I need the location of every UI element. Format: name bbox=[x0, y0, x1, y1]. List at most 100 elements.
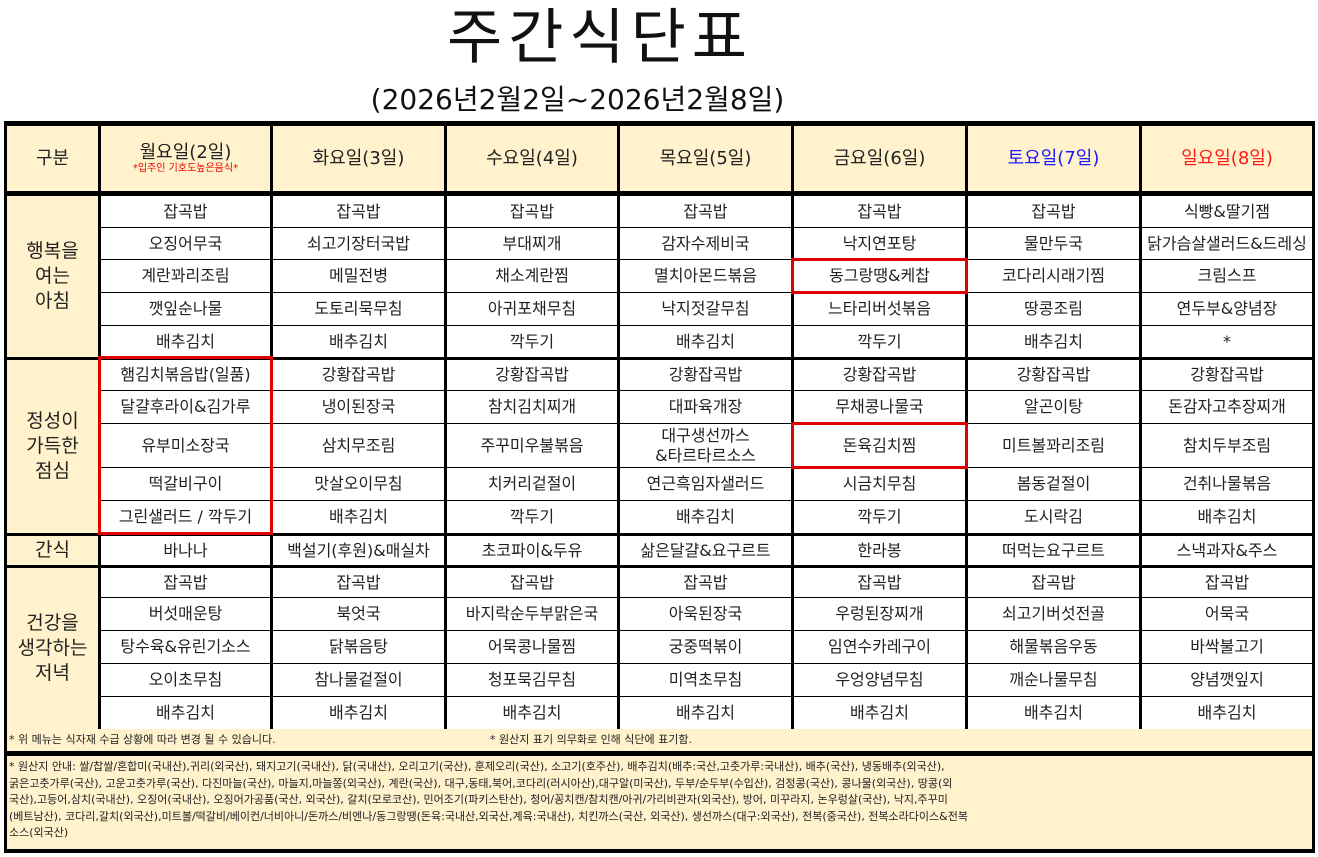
origin-line: 소스(외국산) bbox=[9, 826, 69, 839]
menu-item: 잡곡밥 bbox=[447, 568, 617, 597]
menu-item: 건취나물볶음 bbox=[1142, 468, 1312, 500]
menu-item: 깨순나물무침 bbox=[968, 664, 1139, 696]
menu-item: 궁중떡볶이 bbox=[620, 631, 791, 663]
menu-item: 배추김치 bbox=[620, 697, 791, 729]
menu-item: 주꾸미우불볶음 bbox=[447, 424, 617, 467]
day-note: *입주인 기호도높은음식* bbox=[132, 162, 239, 174]
menu-item: 깻잎순나물 bbox=[101, 293, 270, 325]
menu-item: 잡곡밥 bbox=[101, 568, 270, 597]
menu-item: 북엇국 bbox=[273, 598, 444, 630]
menu-item: 돈감자고추장찌개 bbox=[1142, 391, 1312, 423]
menu-item: 깍두기 bbox=[794, 326, 965, 357]
menu-item: 삼치무조림 bbox=[273, 424, 444, 467]
menu-item: 배추김치 bbox=[968, 326, 1139, 357]
menu-item: 시금치무침 bbox=[794, 468, 965, 500]
change-notice-bar: * 위 메뉴는 식자재 수급 상황에 따라 변경 될 수 있습니다. * 원산지… bbox=[4, 729, 1315, 753]
menu-item: 대파육개장 bbox=[620, 391, 791, 423]
menu-item: 잡곡밥 bbox=[968, 568, 1139, 597]
menu-item: 크림스프 bbox=[1142, 260, 1312, 292]
menu-item: 강황잡곡밥 bbox=[794, 360, 965, 390]
menu-item: 햄김치볶음밥(일품) bbox=[101, 360, 270, 390]
menu-item: 배추김치 bbox=[101, 697, 270, 729]
day-label: 토요일(7일) bbox=[1007, 147, 1100, 169]
meal-category: 행복을 여는 아침 bbox=[7, 196, 98, 357]
menu-item: 잡곡밥 bbox=[273, 568, 444, 597]
menu-item: 강황잡곡밥 bbox=[1142, 360, 1312, 390]
menu-item: 미역초무침 bbox=[620, 664, 791, 696]
menu-item: 물만두국 bbox=[968, 228, 1139, 259]
menu-item: 스낵과자&주스 bbox=[1142, 536, 1312, 565]
menu-item: 오징어무국 bbox=[101, 228, 270, 259]
menu-item: 부대찌개 bbox=[447, 228, 617, 259]
origin-line: (베트남산), 코다리,갈치(외국산),미트볼/떡갈비/베이컨/너비아니/돈까스… bbox=[9, 809, 968, 823]
menu-item: 그린샐러드 / 깍두기 bbox=[101, 501, 270, 533]
menu-item: 배추김치 bbox=[447, 697, 617, 729]
menu-item: 땅콩조림 bbox=[968, 293, 1139, 325]
menu-item: 돈육김치찜 bbox=[794, 424, 965, 467]
menu-item: 배추김치 bbox=[273, 326, 444, 357]
menu-item: 임연수카레구이 bbox=[794, 631, 965, 663]
menu-item: 쇠고기버섯전골 bbox=[968, 598, 1139, 630]
origin-notice: * 원산지 표기 의무화로 인해 식단에 표기함. bbox=[490, 733, 693, 746]
menu-item: 우렁된장찌개 bbox=[794, 598, 965, 630]
menu-item: 배추김치 bbox=[794, 697, 965, 729]
menu-item: 한라봉 bbox=[794, 536, 965, 565]
origin-line: 국산),고등어,삼치(국내산), 오징어(국내산), 오징어가공품(국산, 외국… bbox=[9, 793, 948, 806]
menu-item: 쇠고기장터국밥 bbox=[273, 228, 444, 259]
menu-item: 닭볶음탕 bbox=[273, 631, 444, 663]
menu-item: 아귀포채무침 bbox=[447, 293, 617, 325]
menu-item: 감자수제비국 bbox=[620, 228, 791, 259]
menu-item: 잡곡밥 bbox=[620, 196, 791, 227]
menu-item: 아욱된장국 bbox=[620, 598, 791, 630]
header-day: 월요일(2일) *입주인 기호도높은음식* bbox=[101, 126, 270, 191]
menu-item: 강황잡곡밥 bbox=[968, 360, 1139, 390]
menu-item: 잡곡밥 bbox=[101, 196, 270, 227]
menu-item: 배추김치 bbox=[101, 326, 270, 357]
menu-item: 멸치아몬드볶음 bbox=[620, 260, 791, 292]
menu-item: 치커리겉절이 bbox=[447, 468, 617, 500]
menu-item: 코다리시래기찜 bbox=[968, 260, 1139, 292]
menu-item: 메밀전병 bbox=[273, 260, 444, 292]
menu-item: 달걀후라이&김가루 bbox=[101, 391, 270, 423]
menu-item: 느타리버섯볶음 bbox=[794, 293, 965, 325]
menu-item: 잡곡밥 bbox=[794, 568, 965, 597]
header-category: 구분 bbox=[7, 126, 98, 191]
menu-item: 닭가슴살샐러드&드레싱 bbox=[1142, 228, 1312, 259]
menu-item: 바나나 bbox=[101, 536, 270, 565]
menu-item: 강황잡곡밥 bbox=[447, 360, 617, 390]
menu-item: 잡곡밥 bbox=[1142, 568, 1312, 597]
menu-item: 초코파이&두유 bbox=[447, 536, 617, 565]
menu-item: 잡곡밥 bbox=[968, 196, 1139, 227]
menu-item: 바싹불고기 bbox=[1142, 631, 1312, 663]
day-label: 수요일(4일) bbox=[486, 147, 578, 169]
day-label: 화요일(3일) bbox=[312, 147, 405, 169]
menu-item: 백설기(후원)&매실차 bbox=[273, 536, 444, 565]
menu-item: 강황잡곡밥 bbox=[273, 360, 444, 390]
header-day: 수요일(4일) bbox=[447, 126, 617, 191]
menu-item: 식빵&딸기잼 bbox=[1142, 196, 1312, 227]
header-day: 일요일(8일) bbox=[1142, 126, 1312, 191]
menu-item: 탕수육&유린기소스 bbox=[101, 631, 270, 663]
menu-item: 잡곡밥 bbox=[794, 196, 965, 227]
menu-item: 우엉양념무침 bbox=[794, 664, 965, 696]
menu-item: 해물볶음우동 bbox=[968, 631, 1139, 663]
menu-item: 낙지젓갈무침 bbox=[620, 293, 791, 325]
day-label: 금요일(6일) bbox=[833, 147, 926, 169]
meal-category: 정성이 가득한 점심 bbox=[7, 360, 98, 533]
change-notice: * 위 메뉴는 식자재 수급 상황에 따라 변경 될 수 있습니다. bbox=[9, 733, 276, 746]
menu-item: 도시락김 bbox=[968, 501, 1139, 533]
menu-item: 무채콩나물국 bbox=[794, 391, 965, 423]
menu-item: 대구생선까스 &타르타르소스 bbox=[620, 424, 791, 467]
menu-item: 잡곡밥 bbox=[447, 196, 617, 227]
menu-item: 유부미소장국 bbox=[101, 424, 270, 467]
header-day: 금요일(6일) bbox=[794, 126, 965, 191]
menu-item: 배추김치 bbox=[1142, 697, 1312, 729]
menu-item: 양념깻잎지 bbox=[1142, 664, 1312, 696]
menu-item: 냉이된장국 bbox=[273, 391, 444, 423]
menu-item: 어묵콩나물찜 bbox=[447, 631, 617, 663]
header-day: 토요일(7일) bbox=[968, 126, 1139, 191]
menu-item: 배추김치 bbox=[273, 501, 444, 533]
menu-item: * bbox=[1142, 326, 1312, 357]
menu-item: 떡갈비구이 bbox=[101, 468, 270, 500]
menu-item: 어묵국 bbox=[1142, 598, 1312, 630]
